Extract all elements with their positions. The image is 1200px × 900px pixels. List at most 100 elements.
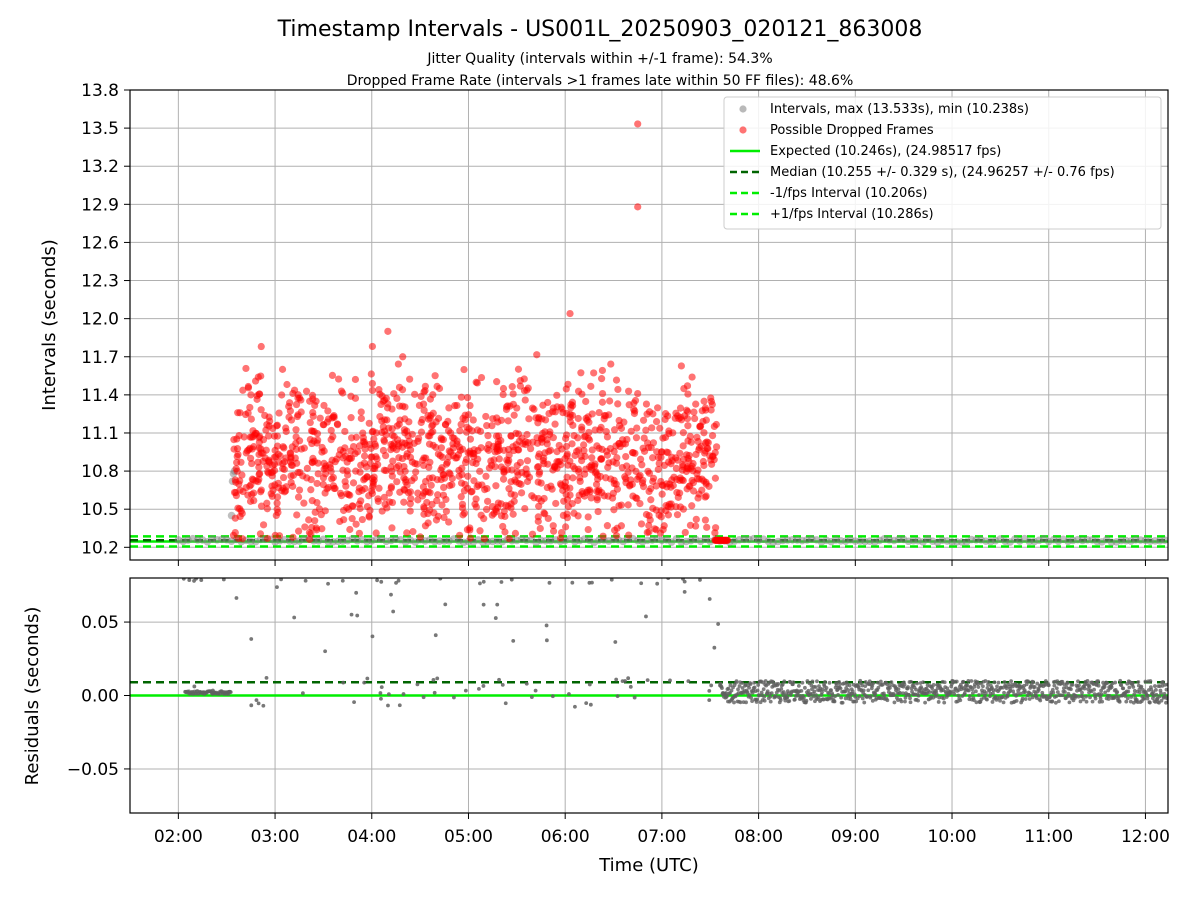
dropped-frame-point (347, 414, 355, 422)
residual-point (1050, 699, 1055, 704)
residual-point (970, 691, 975, 695)
dropped-frame-point (231, 476, 239, 484)
dropped-frame-point (336, 489, 345, 497)
residual-point (584, 701, 589, 706)
dropped-frame-point (230, 436, 238, 444)
dropped-frame-point (255, 444, 263, 452)
dropped-frame-point (388, 524, 396, 532)
dropped-frame-point (469, 459, 477, 467)
dropped-frame-point (636, 499, 644, 508)
dropped-frame-point (673, 511, 682, 519)
residual-point (755, 688, 760, 693)
residual-point (898, 690, 902, 695)
dropped-frame-point (575, 468, 583, 476)
chart-title: Timestamp Intervals - US001L_20250903_02… (277, 17, 923, 42)
dropped-frame-point (566, 491, 574, 499)
dropped-frame-point (242, 364, 250, 373)
dropped-frame-point (701, 516, 710, 524)
residual-point (249, 703, 254, 708)
dropped-frame-point (594, 507, 602, 516)
residual-point (1005, 694, 1010, 699)
residual-point (734, 679, 739, 684)
dropped-frame-point (454, 451, 463, 459)
residual-point (976, 685, 981, 689)
residual-point (1046, 683, 1051, 688)
dropped-frame-point (314, 459, 322, 467)
intervals-y-tick-label: 12.6 (81, 233, 119, 253)
dropped-frame-point (695, 490, 703, 498)
dropped-frame-point (520, 387, 529, 395)
dropped-frame-point (516, 377, 524, 385)
residual-point (806, 688, 811, 693)
dropped-frame-point (649, 454, 657, 462)
dropped-frame-point (295, 486, 304, 494)
dropped-frame-point (464, 472, 472, 480)
dropped-frame-point (480, 535, 489, 543)
dropped-frame-point (639, 444, 647, 452)
dropped-frame-point (700, 429, 708, 437)
dropped-frame-point (317, 511, 325, 519)
dropped-frame-point (698, 407, 706, 415)
dropped-frame-point (679, 461, 687, 469)
residual-point (820, 687, 825, 692)
dropped-frame-point (254, 478, 262, 486)
dropped-frame-point (233, 445, 242, 453)
dropped-frame-point (607, 360, 615, 368)
residual-point (1154, 692, 1159, 697)
dropped-frame-point (368, 342, 376, 351)
dropped-frame-point (619, 440, 627, 448)
dropped-frame-point (410, 474, 419, 482)
dropped-frame-point (456, 427, 464, 435)
residual-point (755, 697, 760, 702)
residual-point (1084, 699, 1089, 704)
dropped-frame-point (502, 405, 511, 414)
dropped-frame-point (627, 427, 635, 435)
residual-point (1148, 679, 1153, 683)
dropped-frame-point (549, 408, 557, 416)
dropped-frame-point (333, 420, 342, 428)
dropped-frame-point (535, 450, 543, 458)
residual-point (962, 691, 967, 696)
legend-label-minus-fps: -1/fps Interval (10.206s) (770, 186, 927, 201)
residual-point (452, 695, 456, 700)
residual-point (737, 684, 742, 688)
residual-point (1115, 690, 1120, 694)
dropped-frame-point (355, 484, 363, 492)
residual-point (1124, 699, 1129, 704)
dropped-frame-point (501, 528, 509, 536)
residual-point (862, 700, 867, 705)
dropped-frame-point (246, 403, 254, 412)
residual-point (726, 686, 731, 691)
dropped-frame-point (406, 488, 415, 496)
residual-point (850, 689, 855, 694)
dropped-frame-point (265, 432, 273, 440)
residual-point (871, 681, 876, 686)
residual-point (958, 698, 963, 703)
dropped-frame-point (692, 515, 700, 523)
dropped-frame-point (313, 479, 321, 488)
residual-point (391, 609, 396, 614)
dropped-frame-point (347, 447, 355, 455)
dropped-frame-point (688, 373, 696, 381)
dropped-frame-point (330, 412, 338, 420)
dropped-frame-point (508, 383, 516, 391)
dropped-frame-point (638, 461, 646, 469)
dropped-frame-point (633, 424, 641, 432)
dropped-frame-point (610, 506, 618, 514)
residual-point (1090, 699, 1095, 704)
residual-point (1131, 685, 1136, 689)
intervals-y-tick-label: 11.7 (81, 348, 119, 368)
dropped-frame-point (606, 397, 614, 405)
dropped-frame-point (500, 446, 508, 454)
dropped-frame-point (405, 418, 413, 426)
dropped-frame-point (360, 452, 369, 460)
dropped-frame-point (549, 522, 557, 530)
dropped-frame-point (683, 485, 691, 493)
dropped-frame-point (255, 390, 263, 398)
residual-point (655, 581, 660, 586)
residual-point (1080, 690, 1084, 695)
residual-point (200, 690, 205, 695)
dropped-frame-point (574, 434, 582, 442)
residual-point (815, 679, 819, 684)
dropped-frame-point (549, 434, 557, 442)
